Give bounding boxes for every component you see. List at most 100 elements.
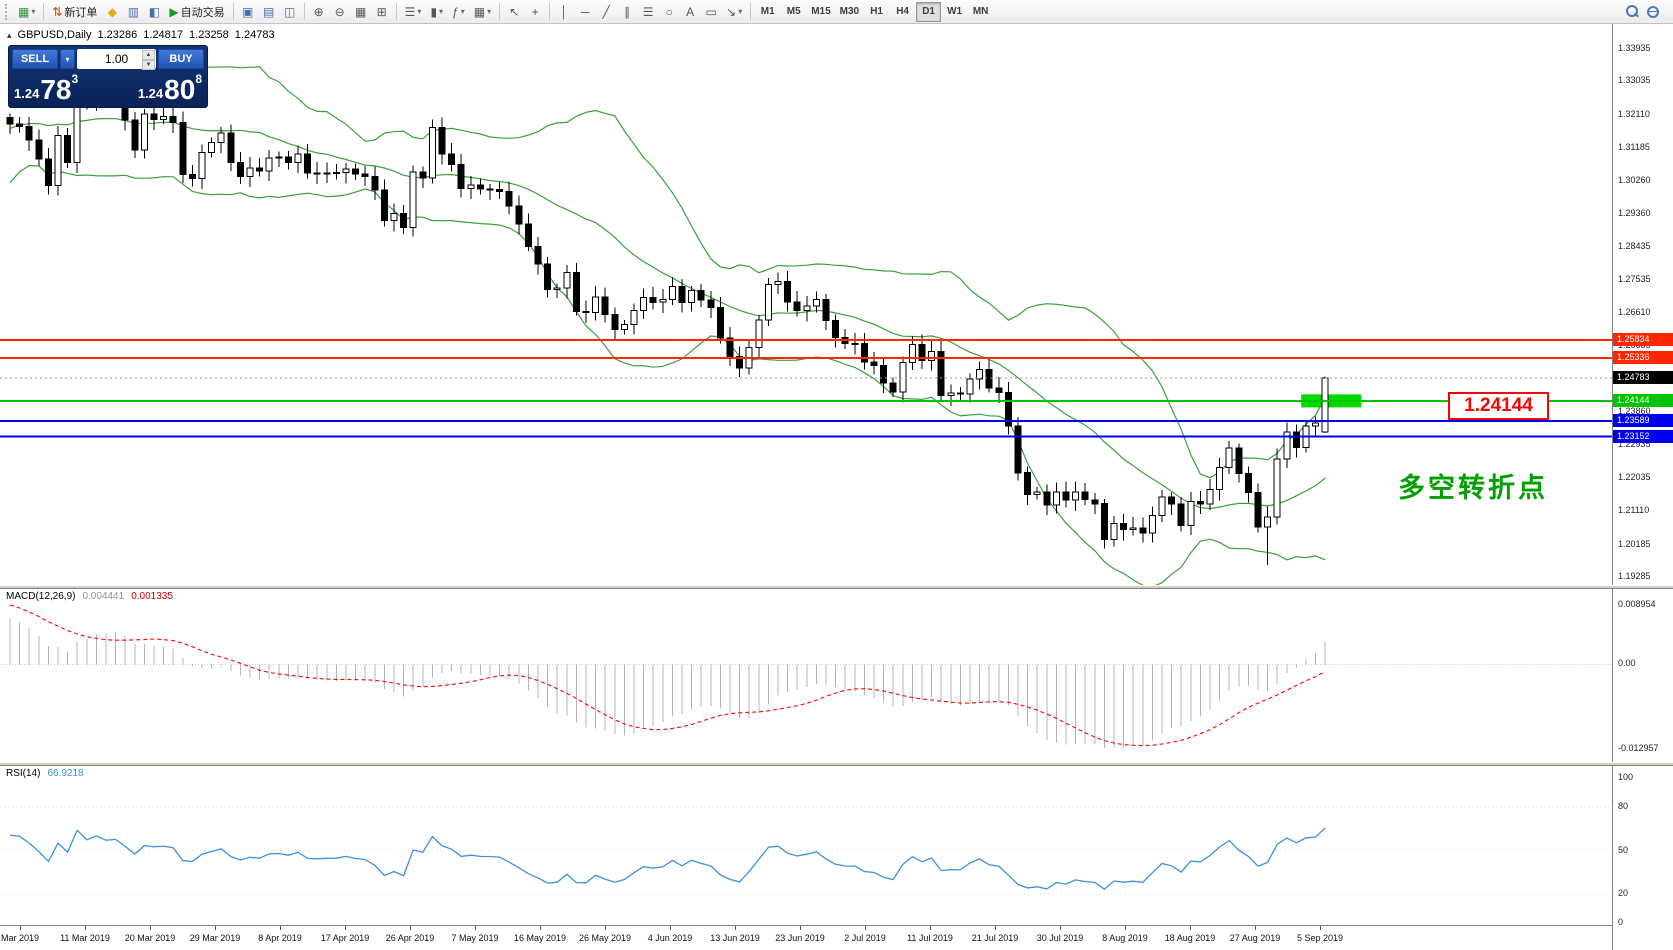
data-window-button[interactable]: ◧ [144,2,164,22]
grid-button[interactable]: ▦ [351,2,371,22]
timeframe-h4-button[interactable]: H4 [890,2,915,22]
new-chart-icon: ▦ [18,4,30,19]
timeframe-m1-button[interactable]: M1 [755,2,780,22]
market-watch-icon: ▥ [127,4,140,19]
zoom-in-button[interactable]: ⊕ [309,2,329,22]
search-icon[interactable] [1626,5,1639,18]
toolbar-separator [395,3,397,20]
chevron-down-icon: ▾ [417,7,422,16]
new-chart-button[interactable]: ▦ ▾ [14,2,39,22]
timeframe-w1-button[interactable]: W1 [942,2,967,22]
buy-price-small: 1.24 [137,86,164,101]
zoom-out-button[interactable]: ⊖ [330,2,350,22]
auto-trading-button[interactable]: ▶ 自动交易 [165,2,228,22]
rsi-scale-80: 80 [1618,801,1629,811]
zoom-out-icon: ⊖ [334,4,345,19]
date-label: 16 May 2019 [513,933,567,943]
date-tick [605,926,606,930]
price-axis-label: 1.22035 [1618,472,1651,482]
date-label: 11 Jul 2019 [907,933,953,943]
price-axis-label: 1.27535 [1618,274,1651,284]
macd-pane-separator[interactable] [0,585,1673,589]
price-chart[interactable] [0,24,1612,950]
ohlc-high: 1.24817 [143,29,184,41]
price-axis-label: 1.31185 [1618,142,1650,152]
market-watch-button[interactable]: ▥ [123,2,143,22]
price-axis[interactable]: 0.008954 0.00 -0.012957 100 80 50 20 0 1… [1612,24,1673,950]
toolbar-separator [750,3,752,20]
volume-input[interactable]: 1.00 ▲ ▼ [77,49,156,70]
date-label: 26 May 2019 [578,933,632,943]
date-tick [475,926,476,930]
timeframe-m15-button[interactable]: M15 [807,2,834,22]
macd-main-value: 0.004441 [82,591,125,602]
rsi-scale-0: 0 [1618,917,1624,927]
level-price-annotation[interactable]: 1.24144 [1448,392,1549,420]
rsi-scale-50: 50 [1618,845,1629,855]
sell-price[interactable]: 1.24 78 3 [14,71,78,104]
buy-price[interactable]: 1.24 80 8 [138,71,202,104]
date-label: 2 Jul 2019 [844,933,886,943]
fibonacci-button[interactable]: ☰ [638,2,658,22]
rsi-header: RSI(14) 66.9218 [6,768,84,779]
vertical-line-button[interactable]: │ [554,2,574,22]
toolbar-separator [549,3,551,20]
toolbar-separator [499,3,501,20]
ohlc-close: 1.24783 [234,29,275,41]
date-tick [1255,926,1256,930]
crosshair-button[interactable]: + [525,2,545,22]
volume-dropdown-icon[interactable]: ▾ [60,49,75,69]
new-order-icon: ⇅ [52,4,63,19]
horizontal-line-button[interactable]: ─ [575,2,595,22]
candlestick-button[interactable]: ▮ ▾ [426,2,447,22]
text-button[interactable]: A [680,2,700,22]
vertical-line-icon: │ [560,4,568,19]
date-label: 29 Mar 2019 [189,933,241,943]
time-axis[interactable]: Mar 2019 11 Mar 2019 20 Mar 2019 29 Mar 201… [0,925,1612,950]
templates-button[interactable]: ▦ ▾ [470,2,495,22]
new-order-label: 新订单 [64,6,98,19]
text-label-button[interactable]: ▭ [701,2,721,22]
arrows-button[interactable]: ↘ ▾ [722,2,746,22]
arrange-windows-button[interactable]: ◫ [280,2,300,22]
indicators-button[interactable]: ƒ ▾ [448,2,469,22]
bar-chart-button[interactable]: ☰ ▾ [401,2,426,22]
crosshair-icon: + [531,4,539,19]
trendline-icon: ╱ [602,4,610,19]
buy-button[interactable]: BUY [158,49,204,69]
volume-up-icon[interactable]: ▲ [142,50,155,60]
toolbar-separator [43,3,45,20]
cursor-button[interactable]: ↖ [504,2,524,22]
horizontal-line-icon: ─ [580,4,590,19]
date-label: 8 Aug 2019 [1102,933,1148,943]
cascade-windows-button[interactable]: ▤ [259,2,279,22]
community-icon[interactable] [1647,5,1659,18]
volume-down-icon[interactable]: ▼ [142,60,155,70]
symbol-name: GBPUSD,Daily [17,29,92,41]
new-order-button[interactable]: ⇅ 新订单 [48,2,101,22]
channel-button[interactable]: ∥ [617,2,637,22]
macd-title: MACD(12,26,9) [6,591,76,602]
shapes-button[interactable]: ○ [659,2,679,22]
trendline-button[interactable]: ╱ [596,2,616,22]
favorites-button[interactable]: ◆ [102,2,122,22]
turning-point-note[interactable]: 多空转折点 [1398,473,1548,504]
sell-price-big: 78 [40,74,72,105]
date-tick [670,926,671,930]
date-tick [20,926,21,930]
cascade-windows-icon: ▤ [262,4,275,19]
timeframe-d1-button[interactable]: D1 [916,1,942,22]
trade-panel-toggle[interactable]: ▴ [7,29,12,40]
chart-shift-button[interactable]: ⊞ [372,2,392,22]
price-axis-label: 1.23860 [1618,406,1651,416]
tile-windows-button[interactable]: ▣ [238,2,258,22]
timeframe-mn-button[interactable]: MN [968,2,993,22]
price-axis-label: 1.32110 [1618,109,1650,119]
sell-button[interactable]: SELL [12,49,58,69]
date-tick [280,926,281,930]
timeframe-m30-button[interactable]: M30 [836,2,863,22]
timeframe-m5-button[interactable]: M5 [781,2,806,22]
rsi-pane-separator[interactable] [0,762,1673,766]
timeframe-h1-button[interactable]: H1 [864,2,889,22]
toolbar-grip[interactable] [5,3,10,20]
